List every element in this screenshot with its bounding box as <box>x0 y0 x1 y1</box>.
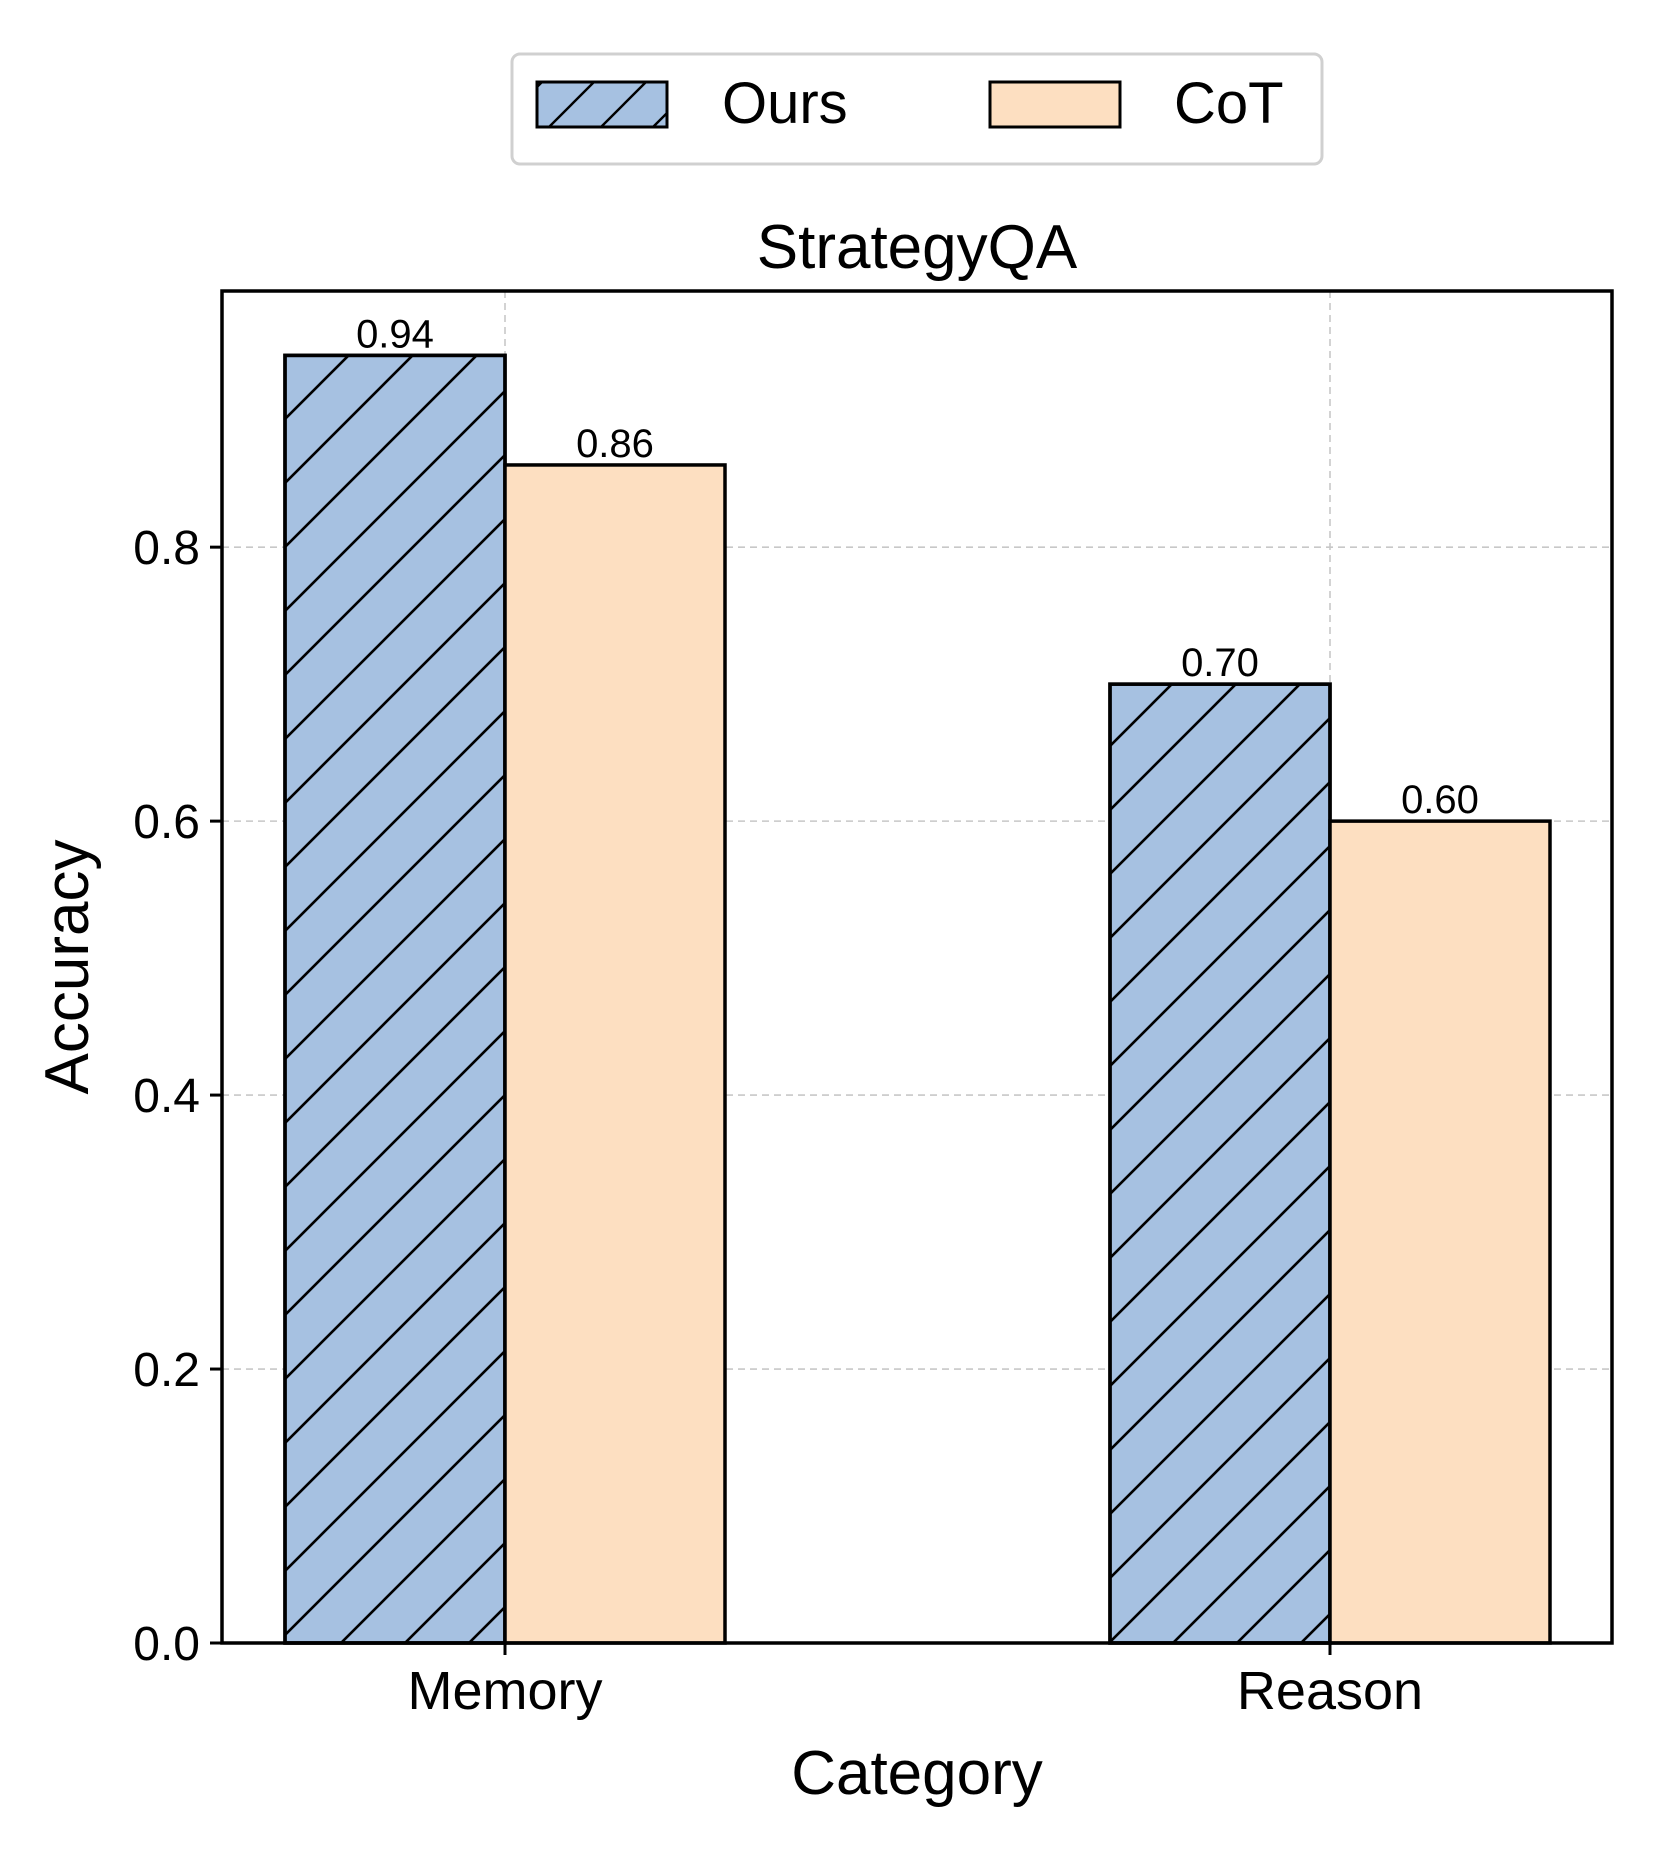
x-axis-ticks: Memory Reason <box>407 1643 1423 1721</box>
x-axis-label: Category <box>791 1739 1043 1808</box>
bars <box>283 353 1552 1645</box>
x-tick-label: Reason <box>1237 1661 1423 1721</box>
y-tick-label: 0.6 <box>133 796 200 849</box>
bar-value-label-cot-memory: 0.86 <box>576 422 654 466</box>
bar-cot-memory <box>503 463 727 1645</box>
legend-swatch-cot <box>988 80 1122 129</box>
bar-hatch-ours-reason <box>1108 682 1332 1645</box>
legend-item-ours: Ours <box>535 71 848 136</box>
bar-hatch-ours-memory <box>283 353 507 1645</box>
y-tick-label: 0.8 <box>133 522 200 575</box>
bar-value-label-cot-reason: 0.60 <box>1401 778 1479 822</box>
y-tick-label: 0.0 <box>133 1618 200 1671</box>
bar-value-label-ours-reason: 0.70 <box>1181 641 1259 685</box>
y-axis-ticks: 0.0 0.2 0.4 0.6 0.8 <box>133 522 222 1671</box>
bar-cot-reason <box>1328 819 1552 1645</box>
legend-swatch-ours-hatch <box>535 80 669 129</box>
legend-label-ours: Ours <box>722 71 848 136</box>
chart-title: StrategyQA <box>757 213 1078 282</box>
y-tick-label: 0.2 <box>133 1344 200 1397</box>
legend-label-cot: CoT <box>1174 71 1284 136</box>
bar-value-label-ours-memory: 0.94 <box>356 312 434 356</box>
plot-frame <box>220 289 1614 1645</box>
y-axis-label: Accuracy <box>33 840 102 1095</box>
legend: Ours CoT <box>510 52 1324 166</box>
bar-value-labels: 0.94 0.70 0.86 0.60 <box>356 312 1479 822</box>
y-tick-label: 0.4 <box>133 1070 200 1123</box>
x-tick-label: Memory <box>407 1661 602 1721</box>
legend-item-cot: CoT <box>988 71 1284 136</box>
